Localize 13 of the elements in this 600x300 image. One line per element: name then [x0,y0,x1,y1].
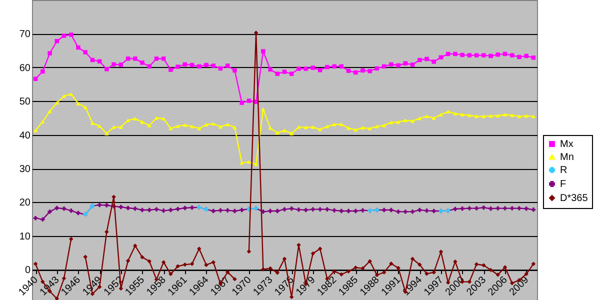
y-tick-label: 70 [19,29,31,40]
legend-label: D*365 [560,193,588,204]
y-tick-label: 0 [24,265,31,276]
y-tick-label: 10 [19,231,31,242]
legend-label: R [560,165,568,176]
legend-label: F [560,179,566,190]
y-tick-label: 50 [19,96,31,108]
legend-label: Mn [560,152,574,163]
y-tick-label: 60 [19,62,31,74]
y-tick-label: 30 [19,164,31,176]
y-tick-label: 40 [19,130,31,142]
y-tick-label: 20 [19,198,31,209]
legend-label: Mx [560,139,574,150]
